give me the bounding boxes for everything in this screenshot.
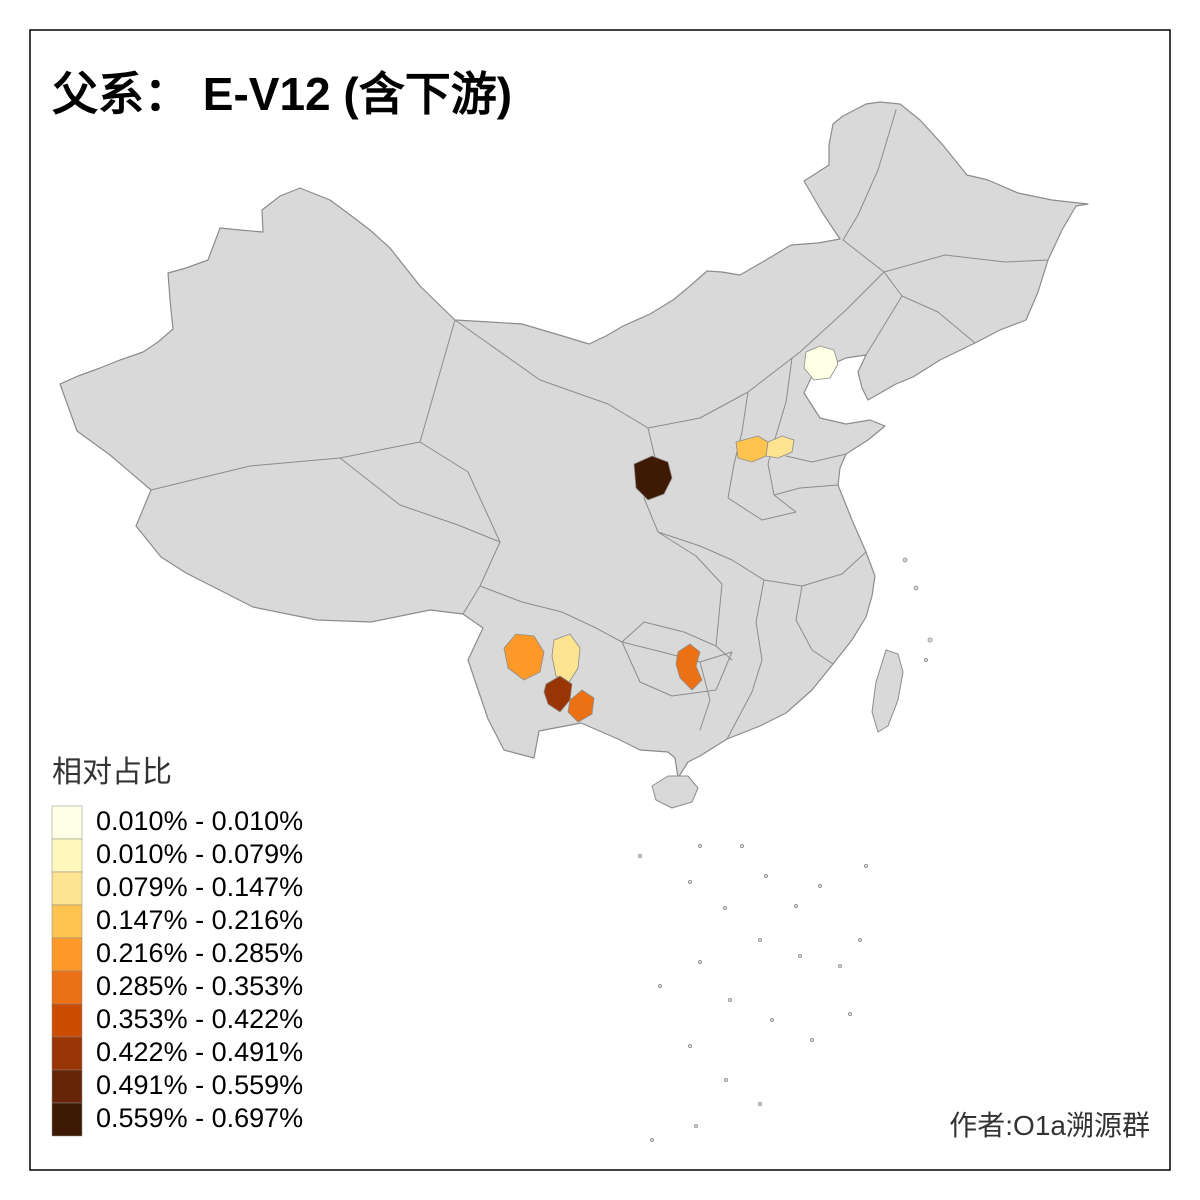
- small-islands: [638, 557, 933, 1143]
- region-yunnan-south-dark: [543, 675, 573, 713]
- map-frame: [29, 29, 1171, 1171]
- legend-label-5: 0.216% - 0.285%: [96, 938, 303, 968]
- legend-swatch-6: [51, 970, 83, 1005]
- legend-label-6: 0.285% - 0.353%: [96, 971, 303, 1001]
- legend-label-3: 0.079% - 0.147%: [96, 872, 303, 902]
- page-title: 父系： E-V12 (含下游): [52, 68, 512, 120]
- taiwan-island: [871, 649, 904, 733]
- legend-label-2: 0.010% - 0.079%: [96, 839, 303, 869]
- legend-label-8: 0.422% - 0.491%: [96, 1037, 303, 1067]
- legend-swatch-3: [51, 871, 83, 906]
- legend-label-10: 0.559% - 0.697%: [96, 1103, 303, 1133]
- legend-swatch-4: [51, 904, 83, 939]
- hainan-island: [651, 775, 699, 809]
- legend-label-7: 0.353% - 0.422%: [96, 1004, 303, 1034]
- legend-swatch-10: [51, 1102, 83, 1137]
- legend-swatch-2: [51, 838, 83, 873]
- china-mainland-shape: [59, 101, 1089, 779]
- region-yunnan-west: [503, 633, 545, 681]
- legend-title: 相对占比: [52, 756, 172, 789]
- region-shaanxi-central: [633, 455, 673, 501]
- legend-swatch-9: [51, 1069, 83, 1104]
- legend-swatch-7: [51, 1003, 83, 1038]
- region-yunnan-central: [551, 633, 581, 685]
- legend-label-9: 0.491% - 0.559%: [96, 1070, 303, 1100]
- legend-label-1: 0.010% - 0.010%: [96, 806, 303, 836]
- author-credit: 作者:O1a溯源群: [949, 1110, 1150, 1141]
- region-beijing: [803, 345, 839, 381]
- legend-label-4: 0.147% - 0.216%: [96, 905, 303, 935]
- legend: 相对占比 0.010% - 0.010% 0.010% - 0.079% 0.0…: [51, 756, 303, 1137]
- region-guizhou-central: [675, 643, 703, 691]
- legend-swatch-1: [51, 805, 83, 840]
- legend-swatch-8: [51, 1036, 83, 1071]
- legend-swatch-5: [51, 937, 83, 972]
- region-yunnan-southeast: [567, 689, 595, 723]
- region-central-hebei-east: [765, 435, 795, 459]
